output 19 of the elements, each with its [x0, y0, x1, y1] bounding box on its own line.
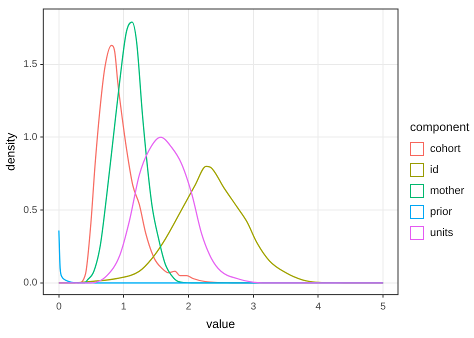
- y-tick-label: 1.0: [23, 132, 38, 143]
- legend-label: id: [430, 164, 439, 176]
- y-axis-title: density: [4, 132, 18, 171]
- legend-title: component: [410, 120, 470, 134]
- y-tick-label: 1.5: [23, 59, 38, 70]
- x-tick-label: 0: [56, 301, 62, 312]
- legend-label: prior: [430, 206, 452, 218]
- y-tick-label: 0.5: [23, 204, 38, 216]
- x-tick-label: 5: [380, 301, 386, 312]
- x-tick-label: 1: [120, 301, 127, 312]
- x-tick-label: 2: [186, 301, 192, 312]
- legend-label: units: [430, 226, 454, 238]
- legend-label: mother: [430, 184, 464, 196]
- y-tick-label: 0.0: [23, 278, 38, 289]
- x-axis-title: value: [206, 317, 236, 332]
- x-tick-label: 3: [250, 301, 257, 312]
- line-series: [58, 136, 384, 284]
- legend-label: cohort: [430, 142, 461, 154]
- x-tick-label: 4: [315, 301, 322, 312]
